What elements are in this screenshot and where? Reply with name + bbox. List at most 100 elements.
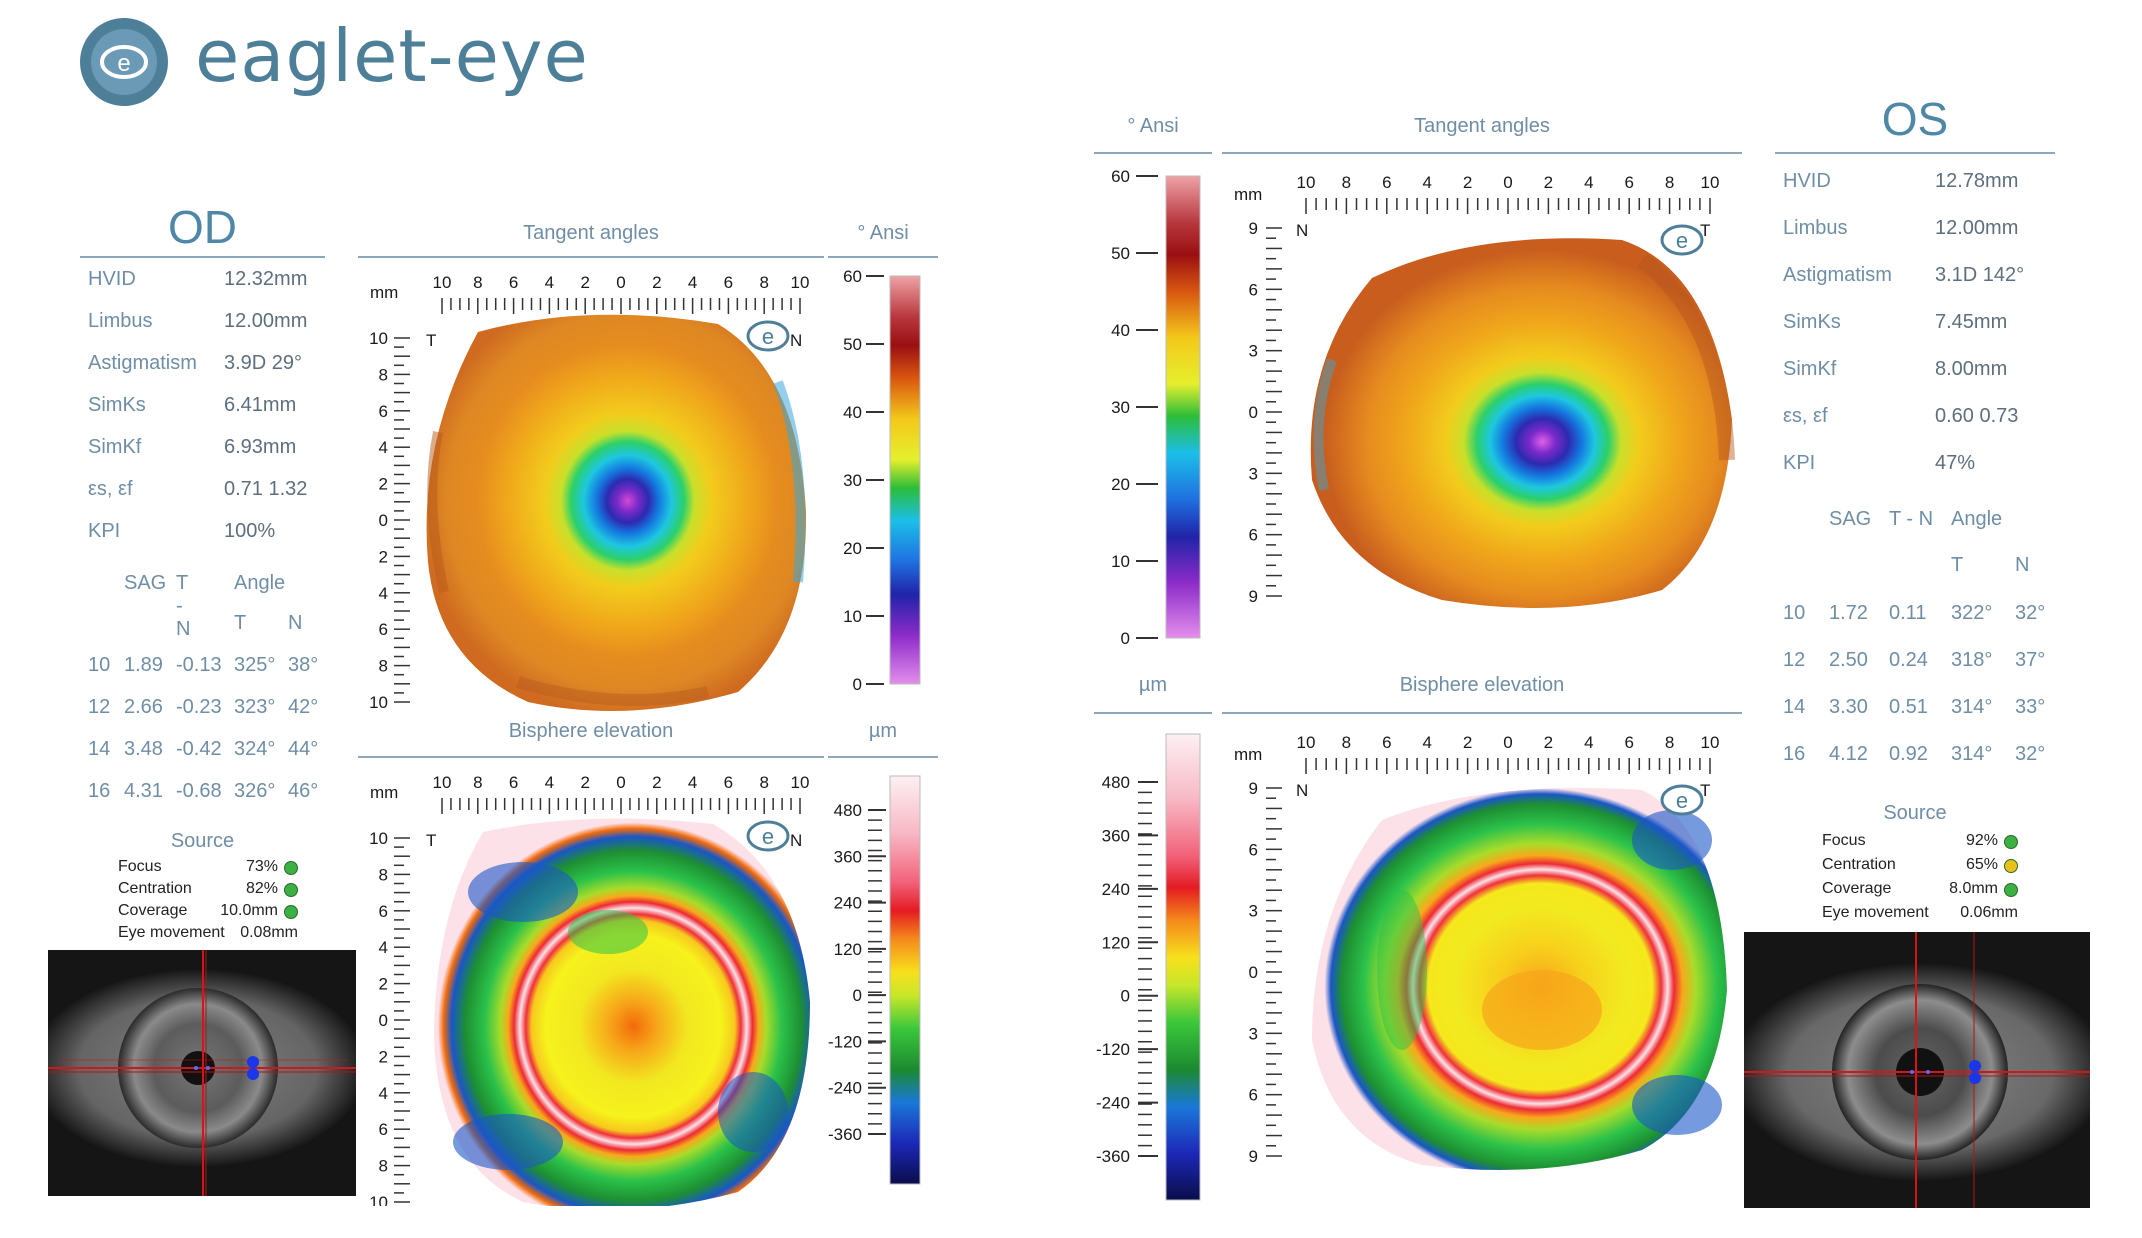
sag-cell: 10 bbox=[88, 654, 111, 676]
x-tick-label: 4 bbox=[1584, 173, 1593, 192]
od-stats: HVID 12.32mm Limbus 12.00mm Astigmatism 3.9… bbox=[88, 268, 307, 562]
eye-photo bbox=[48, 950, 356, 1196]
os-stat-row: Astigmatism 3.1D 142° bbox=[1783, 264, 2025, 286]
od-stat-row: εs, εf 0.71 1.32 bbox=[88, 478, 308, 500]
sag-cell: 16 bbox=[1783, 743, 1806, 765]
y-tick-label: 8 bbox=[379, 1157, 388, 1176]
x-tick-label: 2 bbox=[1544, 173, 1553, 192]
x-tick-label: 0 bbox=[616, 773, 625, 792]
os-tangent-map: mm 10 8 6 4 2 0 2 4 6 8 10 9 6 3 0 3 6 9 N Te bbox=[1234, 173, 1735, 608]
brand-logo: e bbox=[78, 16, 170, 108]
od-stat-row: Limbus 12.00mm bbox=[88, 310, 308, 332]
scale-tick-label: -240 bbox=[828, 1079, 862, 1098]
x-tick-label: 4 bbox=[1584, 733, 1593, 752]
y-tick-label: 2 bbox=[379, 975, 388, 994]
y-tick-label: 4 bbox=[379, 938, 388, 957]
scale-tick-label: 10 bbox=[1111, 552, 1130, 571]
source-label: Centration bbox=[1822, 856, 1896, 873]
source-row: Coverage 10.0mm bbox=[118, 902, 298, 920]
scale-tick-label: 240 bbox=[834, 894, 862, 913]
sag-cell: 42° bbox=[288, 696, 319, 718]
scale-tick-label: 30 bbox=[1111, 398, 1130, 417]
y-tick-label: 10 bbox=[369, 693, 388, 712]
x-tick-label: 4 bbox=[688, 273, 697, 292]
os-elevation-rule bbox=[1222, 712, 1742, 714]
scale-tick-label: 480 bbox=[834, 801, 862, 820]
od-ansi-scale: 60 50 40 30 20 10 0 bbox=[843, 267, 921, 694]
x-tick-label: 10 bbox=[1701, 173, 1720, 192]
x-tick-label: 8 bbox=[473, 273, 482, 292]
od-stat-row: HVID 12.32mm bbox=[88, 268, 308, 290]
scale-tick-label: 10 bbox=[843, 607, 862, 626]
y-tick-label: 10 bbox=[369, 1193, 388, 1206]
side-right-label: T bbox=[1700, 221, 1710, 240]
source-row: Centration 82% bbox=[118, 880, 298, 898]
side-left-label: N bbox=[1296, 781, 1308, 800]
od-tangent-rule bbox=[358, 256, 824, 258]
sag-cell: 3.30 bbox=[1829, 696, 1868, 718]
sag-cell: 4.31 bbox=[124, 780, 163, 802]
scale-tick-label: -120 bbox=[828, 1032, 862, 1051]
source-row: Coverage 8.0mm bbox=[1822, 880, 2018, 898]
x-tick-label: 2 bbox=[1463, 733, 1472, 752]
od-stat-row: KPI 100% bbox=[88, 520, 276, 542]
source-value: 65% bbox=[1965, 856, 1998, 873]
scale-ticks: 480 360 240 120 0 -120 -240 -360 bbox=[1096, 773, 1158, 1166]
source-label: Centration bbox=[118, 880, 192, 897]
y-tick-label: 3 bbox=[1249, 902, 1258, 921]
y-tick-label: 3 bbox=[1249, 464, 1258, 483]
x-tick-label: 6 bbox=[1382, 173, 1391, 192]
sag-cell: 326° bbox=[234, 780, 276, 802]
y-tick-label: 3 bbox=[1249, 342, 1258, 361]
sag-cell: 314° bbox=[1951, 743, 1993, 765]
x-tick-label: 6 bbox=[1624, 173, 1633, 192]
sag-cell: 46° bbox=[288, 780, 319, 802]
x-tick-label: 6 bbox=[509, 273, 518, 292]
brand-name: eaglet-eye bbox=[195, 14, 589, 98]
scale-tick-label: 120 bbox=[1102, 933, 1130, 952]
x-tick-label: 8 bbox=[759, 273, 768, 292]
x-tick-label: 10 bbox=[1297, 733, 1316, 752]
x-tick-label: 2 bbox=[652, 773, 661, 792]
od-elev-unit: µm bbox=[868, 720, 898, 742]
od-ansi-unit: ° Ansi bbox=[857, 222, 909, 244]
x-tick-label: 4 bbox=[545, 773, 554, 792]
source-label: Coverage bbox=[1822, 880, 1892, 897]
x-tick-label: 8 bbox=[473, 773, 482, 792]
scale-tick-label: 360 bbox=[1102, 826, 1130, 845]
y-tick-label: 0 bbox=[1249, 963, 1258, 982]
source-row: Centration 65% bbox=[1822, 856, 2018, 874]
sag-cell: 3.48 bbox=[124, 738, 163, 760]
os-stat-row: SimKs 7.45mm bbox=[1783, 311, 2008, 333]
scale-tick-label: 50 bbox=[1111, 244, 1130, 263]
eye-badge-letter: e bbox=[1676, 788, 1688, 813]
y-tick-label: 9 bbox=[1249, 587, 1258, 606]
x-tick-label: 8 bbox=[1342, 733, 1351, 752]
sag-cell: 0.92 bbox=[1889, 743, 1928, 765]
x-tick-label: 8 bbox=[1342, 173, 1351, 192]
x-tick-label: 4 bbox=[688, 773, 697, 792]
side-left-label: T bbox=[426, 831, 436, 850]
eye-badge-letter: e bbox=[762, 324, 774, 349]
side-left-label: N bbox=[1296, 221, 1308, 240]
source-value: 0.06mm bbox=[1960, 904, 2018, 921]
scale-tick-label: -120 bbox=[1096, 1040, 1130, 1059]
side-right-label: T bbox=[1700, 781, 1710, 800]
x-tick-label: 10 bbox=[433, 273, 452, 292]
sag-cell: 322° bbox=[1951, 602, 1993, 624]
y-tick-label: 6 bbox=[379, 402, 388, 421]
eye-badge-letter: e bbox=[762, 824, 774, 849]
od-ansi-rule bbox=[828, 256, 938, 258]
scale-ticks: 480 360 240 120 0 -120 -240 -360 bbox=[828, 801, 886, 1144]
status-dot-icon bbox=[284, 883, 298, 897]
status-dot-icon bbox=[284, 905, 298, 919]
source-value: 73% bbox=[245, 858, 278, 875]
os-stat-row: SimKf 8.00mm bbox=[1783, 358, 2008, 380]
os-title: OS bbox=[1881, 93, 1949, 145]
od-title: OD bbox=[168, 201, 237, 253]
sag-cell: 37° bbox=[2015, 649, 2046, 671]
y-tick-label: 6 bbox=[379, 902, 388, 921]
scale-tick-label: 0 bbox=[853, 675, 862, 694]
source-label: Focus bbox=[118, 858, 162, 875]
od-elevation-map: mm 10 8 6 4 2 0 2 4 6 8 10 10 8 6 4 2 0 2 4 6 8 10 T Ne bbox=[369, 773, 810, 1206]
